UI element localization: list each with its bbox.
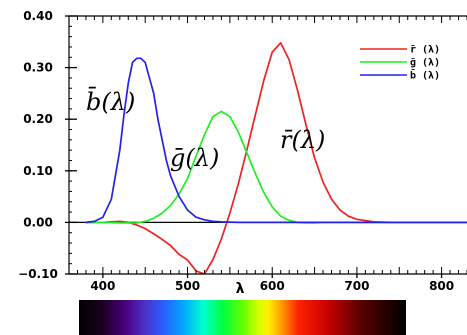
y-tick-label: −0.10 [18, 267, 58, 281]
y-tick-label: 0.00 [23, 215, 53, 229]
legend-entry-b-label: b̄ (λ) [410, 68, 440, 81]
y-tick-label: 0.40 [23, 9, 53, 23]
series-line-g [85, 110, 467, 224]
visible-spectrum-bar [79, 300, 406, 335]
legend-entry-r-label: r̄ (λ) [410, 45, 440, 56]
series-line-b [85, 57, 467, 224]
curve-label-g: ḡ(λ) [170, 144, 219, 172]
x-tick-label: 700 [344, 279, 369, 293]
curve-label-b: b̄(λ) [86, 87, 135, 116]
x-tick-label: 800 [429, 279, 454, 293]
series-line-r [85, 41, 467, 274]
spectrum-gradient-fill [79, 300, 406, 335]
x-tick-label: 400 [90, 279, 115, 293]
x-tick-label: 500 [175, 279, 200, 293]
x-axis-label: λ [236, 281, 245, 297]
y-tick-label: 0.10 [23, 164, 53, 178]
x-tick-label: 600 [260, 279, 285, 293]
legend-entry-g-label: ḡ (λ) [410, 58, 440, 69]
y-tick-label: 0.20 [23, 112, 53, 126]
y-tick-label: 0.30 [23, 61, 53, 75]
curve-label-r: r̄(λ) [280, 126, 325, 154]
